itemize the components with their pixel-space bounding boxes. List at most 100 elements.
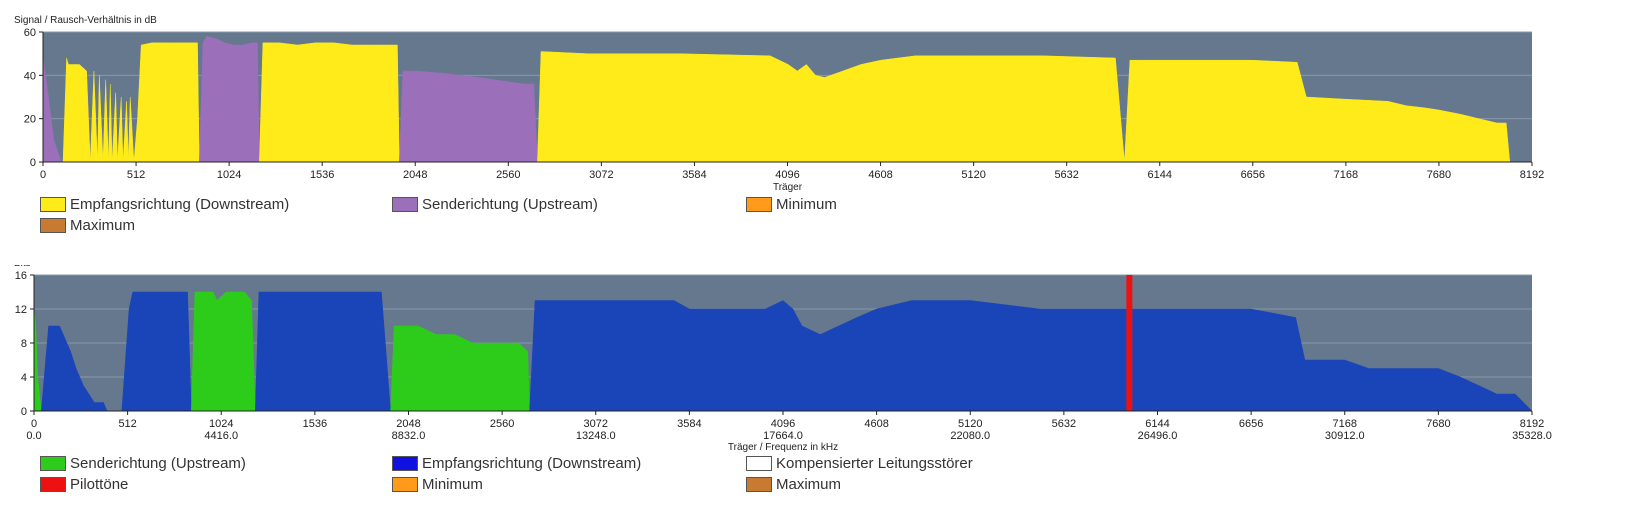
bits-xtick-label-11: 5632 [1052,418,1076,430]
bits-series-3-area [191,291,256,412]
snr-series-1-area [62,57,139,163]
snr-legend-swatch-1 [392,197,418,212]
bits-ytick-label-0: 0 [21,406,27,418]
snr-ytick-label-2: 40 [24,70,36,82]
bits-khz-label-2: 8832.0 [392,430,426,442]
snr-chart: Signal / Rausch-Verhältnis in dB 0 20 40 60 0… [0,0,1648,255]
bits-khz-label-8: 35328.0 [1512,430,1552,442]
bits-xtick-label-10: 5120 [958,418,982,430]
snr-legend-swatch-3 [40,218,66,233]
bits-chart-svg: Bits 0 4 8 12 16 0 512 1024 1536 2048 2560 3072 3584 4… [14,258,1552,453]
bits-series-6-area [529,300,1533,412]
snr-legend-item-3: Maximum [40,217,135,234]
snr-xtick-label-11: 5632 [1054,169,1078,181]
snr-xtick-label-6: 3072 [589,169,613,181]
snr-ylabel: Signal / Rausch-Verhältnis in dB [14,15,157,26]
bits-chart: Bits 0 4 8 12 16 0 512 1024 1536 2048 2560 3072 3584 4… [0,258,1648,531]
bits-ytick-label-4: 16 [15,270,27,282]
bits-legend-item-5: Maximum [746,476,841,493]
snr-legend-label-3: Maximum [70,217,136,234]
bits-xlabel: Träger / Frequenz in kHz [728,442,838,453]
bits-xtick-label-2: 1024 [209,418,233,430]
snr-series-2-area [133,42,200,163]
snr-xtick-label-0: 0 [40,169,46,181]
bits-khz-label-4: 17664.0 [763,430,803,442]
bits-xtick-label-16: 8192 [1520,418,1544,430]
snr-xtick-label-1: 512 [127,169,145,181]
snr-xtick-label-9: 4608 [868,169,892,181]
snr-xtick-label-16: 8192 [1520,169,1544,181]
bits-legend-swatch-3 [40,477,66,492]
snr-xtick-label-14: 7168 [1334,169,1358,181]
bits-legend-item-0: Senderichtung (Upstream) [40,455,246,472]
snr-chart-svg: Signal / Rausch-Verhältnis in dB 0 20 40 60 0… [14,15,1544,193]
bits-khz-label-6: 26496.0 [1138,430,1178,442]
bits-series-2-area [121,291,192,412]
bits-xtick-label-8: 4096 [771,418,795,430]
snr-ytick-label-1: 20 [24,114,36,126]
snr-series-5-area [399,70,538,163]
bits-xtick-label-1: 512 [118,418,136,430]
bits-xtick-label-4: 2048 [396,418,420,430]
bits-ytick-label-2: 8 [21,338,27,350]
snr-legend-item-2: Minimum [746,196,837,213]
bits-legend-swatch-4 [392,477,418,492]
snr-xtick-label-15: 7680 [1427,169,1451,181]
bits-legend-item-2: Kompensierter Leitungsstörer [746,455,973,472]
bits-khz-label-1: 4416.0 [204,430,238,442]
bits-xtick-label-12: 6144 [1145,418,1169,430]
bits-xtick-label-7: 3584 [677,418,701,430]
snr-legend-swatch-0 [40,197,66,212]
bits-ytick-label-1: 4 [21,372,27,384]
bits-xtick-label-15: 7680 [1426,418,1450,430]
snr-series-4-area [259,42,400,163]
snr-legend-label-0: Empfangsrichtung (Downstream) [70,196,290,213]
bits-legend-swatch-5 [746,477,772,492]
snr-xtick-label-13: 6656 [1241,169,1265,181]
snr-legend-swatch-2 [746,197,772,212]
bits-legend-label-5: Maximum [776,476,842,493]
snr-xtick-label-5: 2560 [496,169,520,181]
bits-khz-label-7: 30912.0 [1325,430,1365,442]
bits-legend-swatch-1 [392,456,418,471]
bits-legend-item-3: Pilottöne [40,476,128,493]
bits-xtick-label-5: 2560 [490,418,514,430]
bits-xtick-label-3: 1536 [303,418,327,430]
bits-legend-swatch-0 [40,456,66,471]
snr-ytick-label-3: 60 [24,27,36,39]
snr-legend-item-0: Empfangsrichtung (Downstream) [40,196,289,213]
snr-xtick-label-10: 5120 [961,169,985,181]
bits-khz-label-3: 13248.0 [576,430,616,442]
bits-legend-label-2: Kompensierter Leitungsstörer [776,455,973,472]
bits-ytick-label-3: 12 [15,304,27,316]
snr-legend-label-2: Minimum [776,196,837,213]
snr-xtick-label-4: 2048 [403,169,427,181]
bits-xtick-label-0: 0 [31,418,37,430]
bits-xtick-label-14: 7168 [1333,418,1357,430]
snr-ytick-label-0: 0 [30,157,36,169]
bits-legend-item-4: Minimum [392,476,483,493]
bits-legend-label-3: Pilottöne [70,476,129,493]
bits-khz-label-5: 22080.0 [950,430,990,442]
bits-legend-label-1: Empfangsrichtung (Downstream) [422,455,642,472]
snr-xtick-label-7: 3584 [682,169,706,181]
snr-xtick-label-12: 6144 [1148,169,1172,181]
snr-xtick-label-2: 1024 [217,169,241,181]
bits-legend-label-4: Minimum [422,476,483,493]
bits-xtick-label-13: 6656 [1239,418,1263,430]
bits-xtick-label-6: 3072 [584,418,608,430]
snr-series-3-area [199,36,260,163]
bits-series-7-bar [1126,275,1133,411]
bits-khz-label-0: 0.0 [26,430,41,442]
bits-legend-label-0: Senderichtung (Upstream) [70,455,246,472]
snr-xlabel: Träger [773,182,803,193]
bits-series-4-area [255,291,391,412]
bits-ylabel: Bits [14,265,31,269]
bits-series-5-area [390,325,530,412]
snr-xtick-label-3: 1536 [310,169,334,181]
bits-legend-swatch-2 [746,456,772,471]
snr-xtick-label-8: 4096 [775,169,799,181]
snr-legend-label-1: Senderichtung (Upstream) [422,196,598,213]
snr-legend-item-1: Senderichtung (Upstream) [392,196,598,213]
bits-legend-item-1: Empfangsrichtung (Downstream) [392,455,641,472]
